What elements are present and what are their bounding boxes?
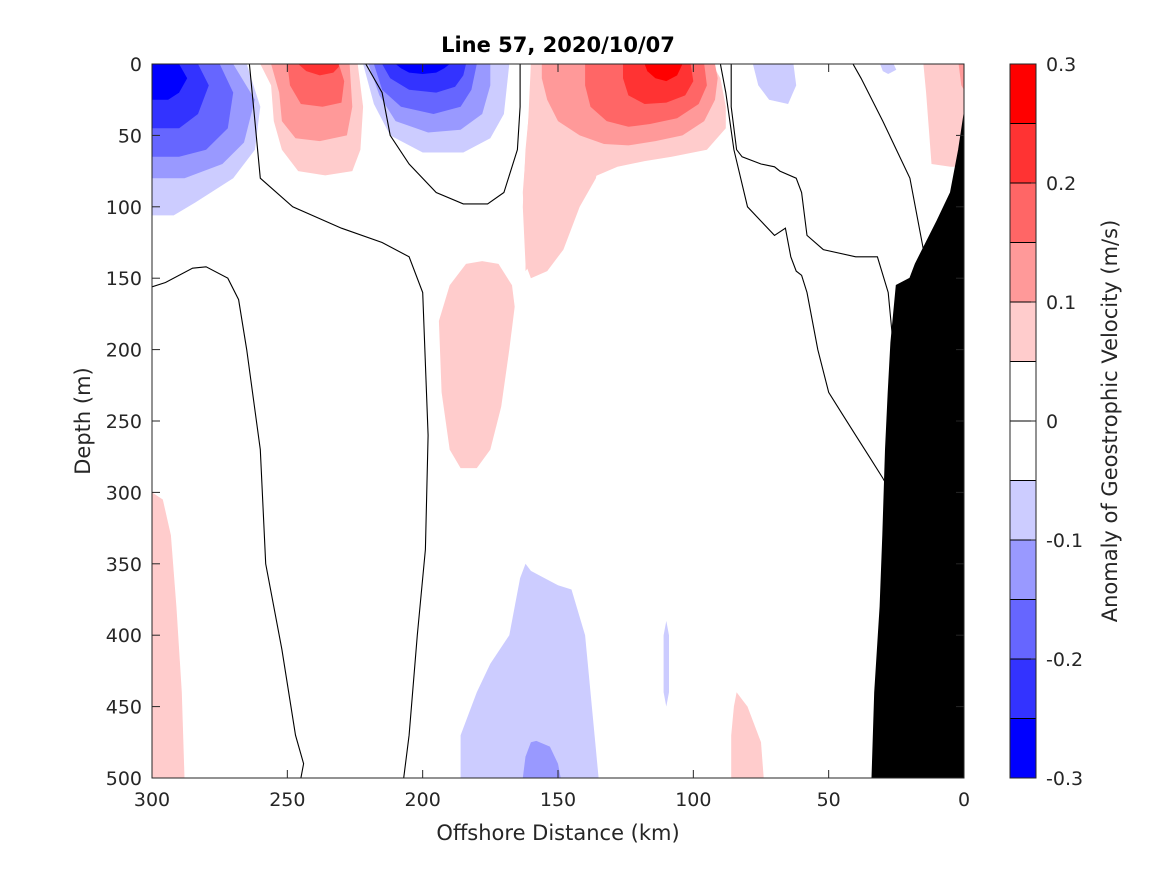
colorbar: 0.3 0.2 0.1 0 -0.1 -0.2 -0.3	[1009, 54, 1083, 790]
y-tick-label-150: 150	[106, 268, 142, 290]
y-axis-ticks: 0 50 100 150 200 250 300 350 400 450 500	[106, 54, 964, 790]
colorbar-tick-label-1: 0.2	[1046, 173, 1076, 195]
colorbar-swatch-10	[1010, 659, 1036, 719]
y-tick-label-250: 250	[106, 411, 142, 433]
positive-anomaly-region-13	[298, 64, 339, 76]
negative-anomaly-region-29	[880, 64, 897, 74]
colorbar-tick-label-6: -0.3	[1046, 768, 1083, 790]
x-tick-label-0: 0	[958, 789, 970, 811]
colorbar-tick-label-4: -0.1	[1046, 530, 1083, 552]
x-tick-label-150: 150	[540, 789, 576, 811]
colorbar-swatch-5	[1010, 361, 1036, 421]
negative-anomaly-region-27	[663, 620, 669, 707]
y-tick-label-200: 200	[106, 340, 142, 362]
x-tick-label-200: 200	[405, 789, 441, 811]
colorbar-swatch-9	[1010, 599, 1036, 659]
colorbar-swatch-3	[1010, 242, 1036, 302]
colorbar-label: Anomaly of Geostrophic Velocity (m/s)	[1098, 220, 1122, 623]
seafloor-land-mask	[871, 113, 964, 778]
colorbar-swatch-0	[1010, 64, 1036, 124]
x-tick-label-100: 100	[675, 789, 711, 811]
zero-contour-line-5	[719, 64, 892, 493]
colorbar-tick-label-3: 0	[1046, 411, 1058, 433]
positive-anomaly-region-20	[438, 261, 515, 469]
zero-contour-line-2	[152, 266, 305, 778]
positive-anomaly-region-24	[958, 64, 964, 90]
y-tick-label-350: 350	[106, 554, 142, 576]
chart-title: Line 57, 2020/10/07	[441, 33, 675, 57]
negative-anomaly-region-28	[752, 64, 797, 104]
negative-anomaly-region-0	[152, 64, 188, 100]
colorbar-swatch-1	[1010, 123, 1036, 183]
y-tick-label-100: 100	[106, 197, 142, 219]
negative-anomaly-region-25	[460, 563, 599, 778]
zero-contour-line-1	[365, 64, 521, 205]
positive-anomaly-region-22	[731, 692, 764, 778]
x-axis-label: Offshore Distance (km)	[436, 821, 679, 845]
colorbar-swatch-8	[1010, 540, 1036, 600]
negative-anomaly-region-26	[522, 740, 561, 778]
y-tick-label-0: 0	[130, 54, 142, 76]
colorbar-swatch-7	[1010, 480, 1036, 540]
y-axis-label: Depth (m)	[71, 367, 95, 474]
positive-anomaly-region-19	[644, 64, 683, 82]
colorbar-swatch-6	[1010, 421, 1036, 481]
y-tick-label-400: 400	[106, 625, 142, 647]
colorbar-swatch-11	[1010, 718, 1036, 778]
colorbar-swatch-2	[1010, 183, 1036, 243]
positive-anomaly-region-21	[152, 492, 185, 778]
y-tick-label-50: 50	[118, 125, 142, 147]
colorbar-tick-label-5: -0.2	[1046, 649, 1083, 671]
x-tick-label-50: 50	[817, 789, 841, 811]
x-axis-ticks: 300 250 200 150 100 50 0	[134, 64, 970, 811]
zero-contour-line-0	[248, 64, 429, 778]
negative-anomaly-region-6	[382, 64, 466, 93]
x-tick-label-250: 250	[269, 789, 305, 811]
positive-anomaly-region-12	[287, 64, 345, 107]
land-mask-shape	[871, 113, 964, 778]
velocity-anomaly-contours	[152, 64, 964, 778]
colorbar-tick-label-2: 0.1	[1046, 292, 1076, 314]
colorbar-swatch-4	[1010, 302, 1036, 362]
positive-anomaly-region-23	[923, 64, 964, 167]
colorbar-tick-label-0: 0.3	[1046, 54, 1076, 76]
y-tick-label-450: 450	[106, 697, 142, 719]
y-tick-label-300: 300	[106, 482, 142, 504]
y-tick-label-500: 500	[106, 768, 142, 790]
x-tick-label-300: 300	[134, 789, 170, 811]
